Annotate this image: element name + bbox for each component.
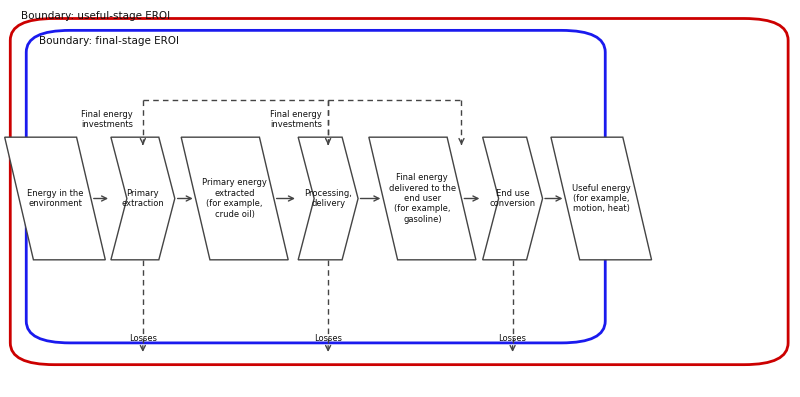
Polygon shape [181, 137, 288, 260]
Text: Final energy
investments: Final energy investments [270, 110, 322, 129]
Polygon shape [111, 137, 174, 260]
Polygon shape [298, 137, 358, 260]
Text: Boundary: final-stage EROI: Boundary: final-stage EROI [39, 36, 179, 46]
Text: Boundary: useful-stage EROI: Boundary: useful-stage EROI [21, 11, 170, 21]
Text: Primary
extraction: Primary extraction [122, 189, 164, 208]
Polygon shape [5, 137, 106, 260]
Text: Losses: Losses [129, 334, 157, 343]
Text: Losses: Losses [498, 334, 526, 343]
Text: Energy in the
environment: Energy in the environment [26, 189, 83, 208]
Text: Final energy
investments: Final energy investments [81, 110, 133, 129]
Text: Primary energy
extracted
(for example,
crude oil): Primary energy extracted (for example, c… [202, 178, 267, 219]
Text: Final energy
delivered to the
end user
(for example,
gasoline): Final energy delivered to the end user (… [389, 173, 456, 224]
Polygon shape [369, 137, 476, 260]
Text: Useful energy
(for example,
motion, heat): Useful energy (for example, motion, heat… [572, 183, 630, 214]
Text: Processing,
delivery: Processing, delivery [304, 189, 352, 208]
Polygon shape [482, 137, 542, 260]
Polygon shape [551, 137, 651, 260]
Text: End use
conversion: End use conversion [490, 189, 536, 208]
Text: Losses: Losses [314, 334, 342, 343]
